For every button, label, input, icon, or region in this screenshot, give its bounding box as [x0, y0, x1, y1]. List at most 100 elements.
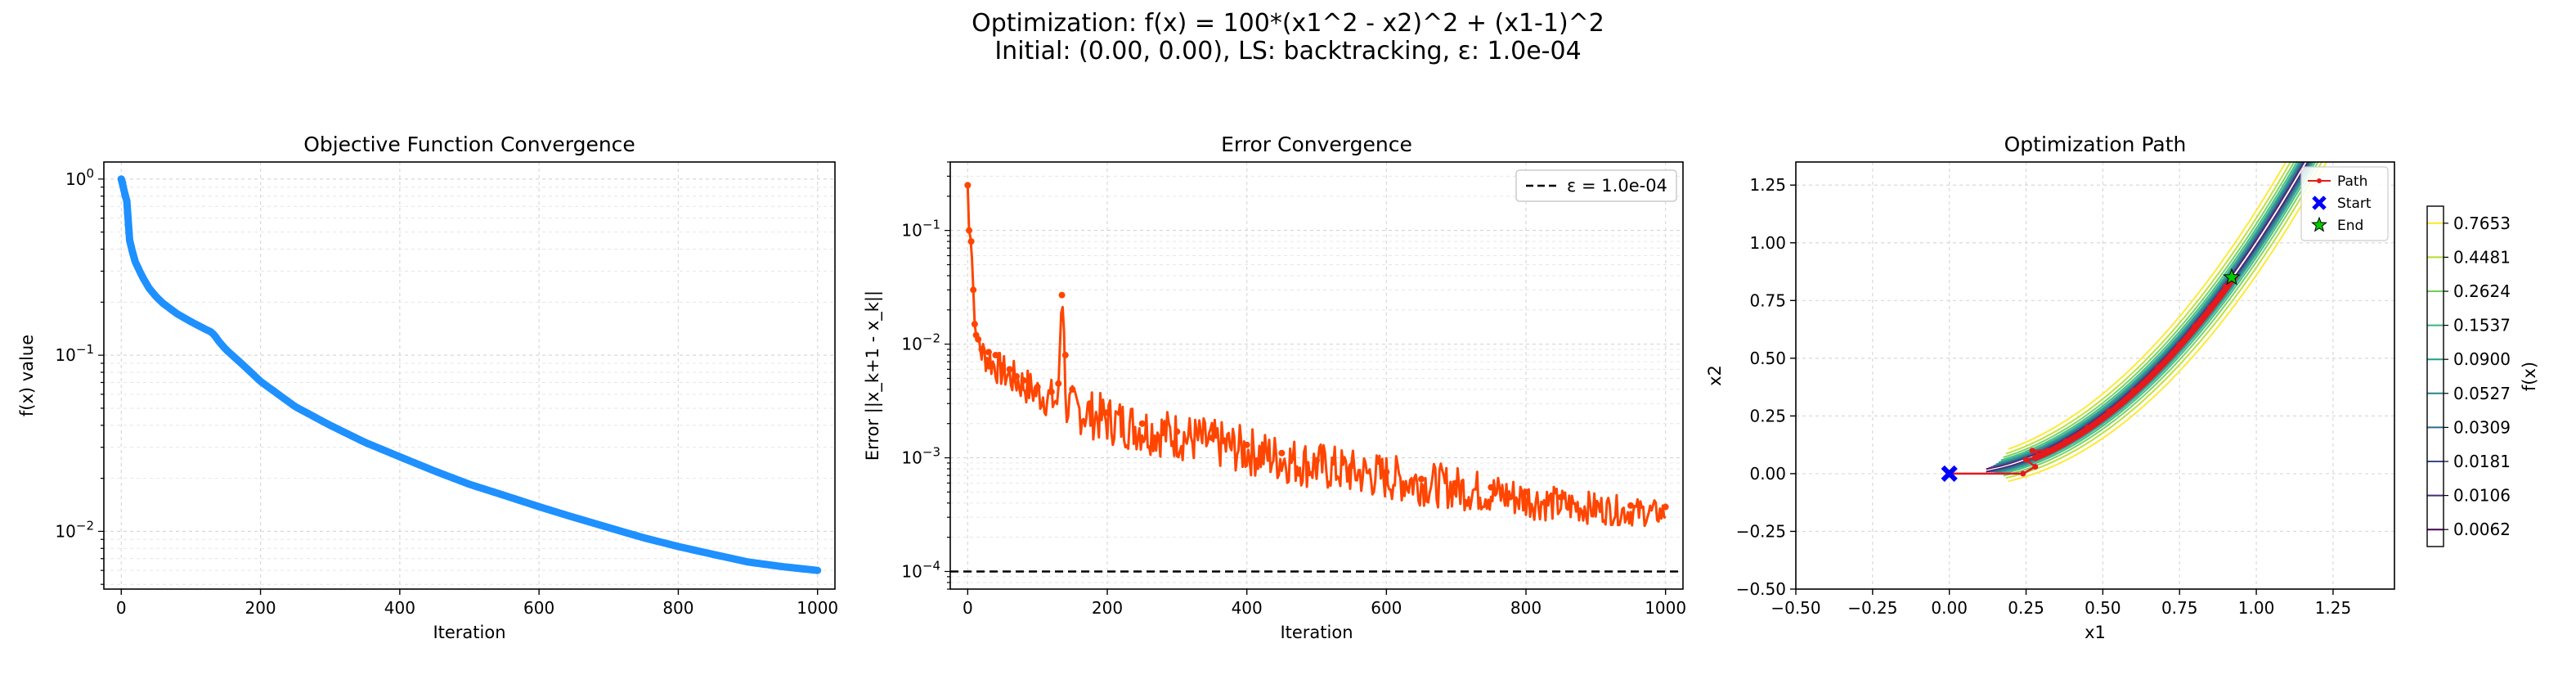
- path-legend-marker: [2317, 178, 2322, 183]
- error-point: [1243, 441, 1250, 448]
- error-series: [950, 182, 1683, 573]
- error-point: [1013, 373, 1021, 380]
- path-point: [2023, 457, 2030, 463]
- error-point: [1086, 400, 1093, 407]
- objective-ylabel: f(x) value: [17, 335, 37, 416]
- x-tick-label: 400: [1232, 598, 1263, 618]
- x-tick-label: 600: [523, 598, 554, 618]
- path-line: [1949, 277, 2233, 475]
- path-point: [2020, 470, 2026, 477]
- error-point: [1174, 428, 1181, 435]
- error-point: [1069, 385, 1076, 393]
- contour-line: [1990, 162, 2304, 468]
- error-panel: Error Convergence 0 200 400 600 800 1000 10−1 1…: [863, 133, 1686, 642]
- x-tick-label: 0.50: [2085, 598, 2121, 618]
- colorbar: 0.0062 0.0106 0.0181 0.0309 0.0527 0.0900 0.15…: [2426, 205, 2539, 547]
- colorbar-label: f(x): [2520, 362, 2539, 391]
- path-point: [2029, 448, 2035, 454]
- colorbar-tick-label: 0.0309: [2453, 417, 2511, 437]
- contour-line: [1995, 162, 2313, 474]
- error-point: [1488, 484, 1495, 491]
- path-point: [2106, 408, 2112, 415]
- contour-line: [1993, 162, 2311, 473]
- y-tick-label: 10−1: [55, 342, 94, 365]
- path-legend-box: [2300, 166, 2389, 241]
- y-tick-label: 1.25: [1749, 175, 1786, 195]
- path-point: [2062, 438, 2069, 444]
- x-tick-label: 0.25: [2008, 598, 2044, 618]
- x-tick-label: 800: [1510, 598, 1542, 618]
- error-point: [1452, 479, 1460, 487]
- start-legend-icon: [2312, 196, 2327, 210]
- error-point: [966, 227, 973, 234]
- objective-point: [123, 197, 131, 205]
- contour-line: [1995, 162, 2302, 466]
- end-legend-star-icon: [2311, 216, 2327, 232]
- objective-point: [124, 221, 132, 229]
- error-point: [1523, 488, 1529, 496]
- error-point: [999, 362, 1006, 369]
- y-tick-label: −0.25: [1736, 521, 1786, 541]
- x-tick-label: 200: [245, 598, 276, 618]
- error-point: [1627, 502, 1634, 509]
- error-legend: ε = 1.0e-04: [1515, 169, 1677, 202]
- y-tick-label: 10−2: [55, 518, 94, 541]
- objective-series: [117, 175, 822, 574]
- error-point: [970, 286, 977, 294]
- path-point: [2192, 322, 2198, 329]
- colorbar-tick-label: 0.0527: [2453, 384, 2511, 403]
- objective-point: [130, 255, 138, 263]
- colorbar-tick-label: 0.0181: [2453, 452, 2511, 471]
- path-panel: Optimization Path −0.50 −0.25 0.00 0.25 0.50…: [1705, 133, 2395, 642]
- y-tick-label: 0.25: [1749, 406, 1786, 425]
- x-tick-label: 0: [963, 598, 973, 618]
- y-tick-label: 10−4: [901, 558, 940, 581]
- error-ylabel: Error ||x_k+1 - x_k||: [863, 290, 883, 461]
- path-panel-title: Optimization Path: [2004, 133, 2187, 156]
- colorbar-tick-label: 0.0900: [2453, 349, 2511, 369]
- error-point: [1662, 503, 1669, 511]
- x-tick-label: 0.00: [1931, 598, 1968, 618]
- contour-lines: [1986, 162, 2328, 483]
- error-point: [1592, 499, 1600, 506]
- objective-point: [123, 209, 132, 217]
- error-point: [1020, 376, 1027, 384]
- y-tick-label: 0.75: [1749, 290, 1786, 310]
- x-tick-label: −0.25: [1847, 598, 1897, 618]
- error-point: [1138, 420, 1146, 427]
- figure-title-line2: Initial: (0.00, 0.00), LS: backtracking,…: [994, 37, 1581, 65]
- path-point: [2130, 387, 2137, 394]
- x-tick-label: 0: [116, 598, 127, 618]
- error-panel-title: Error Convergence: [1221, 133, 1412, 156]
- error-point: [992, 352, 999, 359]
- contour-line: [2000, 162, 2298, 461]
- objective-xlabel: Iteration: [433, 623, 505, 642]
- x-tick-label: 1000: [1645, 598, 1686, 618]
- x-tick-label: −0.50: [1770, 598, 1820, 618]
- objective-line: [117, 175, 822, 574]
- contour-line: [2003, 162, 2296, 458]
- error-point: [1055, 380, 1062, 387]
- x-tick-label: 1000: [797, 598, 838, 618]
- y-tick-label: 10−1: [901, 218, 940, 241]
- contour-line: [1993, 162, 2304, 467]
- x-tick-label: 800: [662, 598, 693, 618]
- path-point: [2207, 304, 2214, 311]
- objective-panel-title: Objective Function Convergence: [303, 133, 635, 156]
- start-marker: [1941, 465, 1958, 483]
- error-point: [1058, 291, 1066, 299]
- contour-line: [1986, 162, 2309, 473]
- x-tick-label: 600: [1371, 598, 1402, 618]
- colorbar-tick-label: 0.4481: [2453, 247, 2511, 267]
- error-legend-box: [1515, 169, 1677, 202]
- path-point: [2155, 364, 2161, 371]
- contour-line: [1986, 162, 2305, 470]
- error-point: [1034, 383, 1041, 390]
- error-point: [975, 335, 982, 343]
- y-tick-label: 100: [65, 166, 94, 189]
- error-point: [1383, 468, 1390, 475]
- colorbar-tick-label: 0.1537: [2453, 316, 2511, 335]
- path-legend-label-path: Path: [2337, 173, 2367, 190]
- colorbar-tick-label: 0.7653: [2453, 214, 2511, 233]
- error-point: [1278, 449, 1286, 457]
